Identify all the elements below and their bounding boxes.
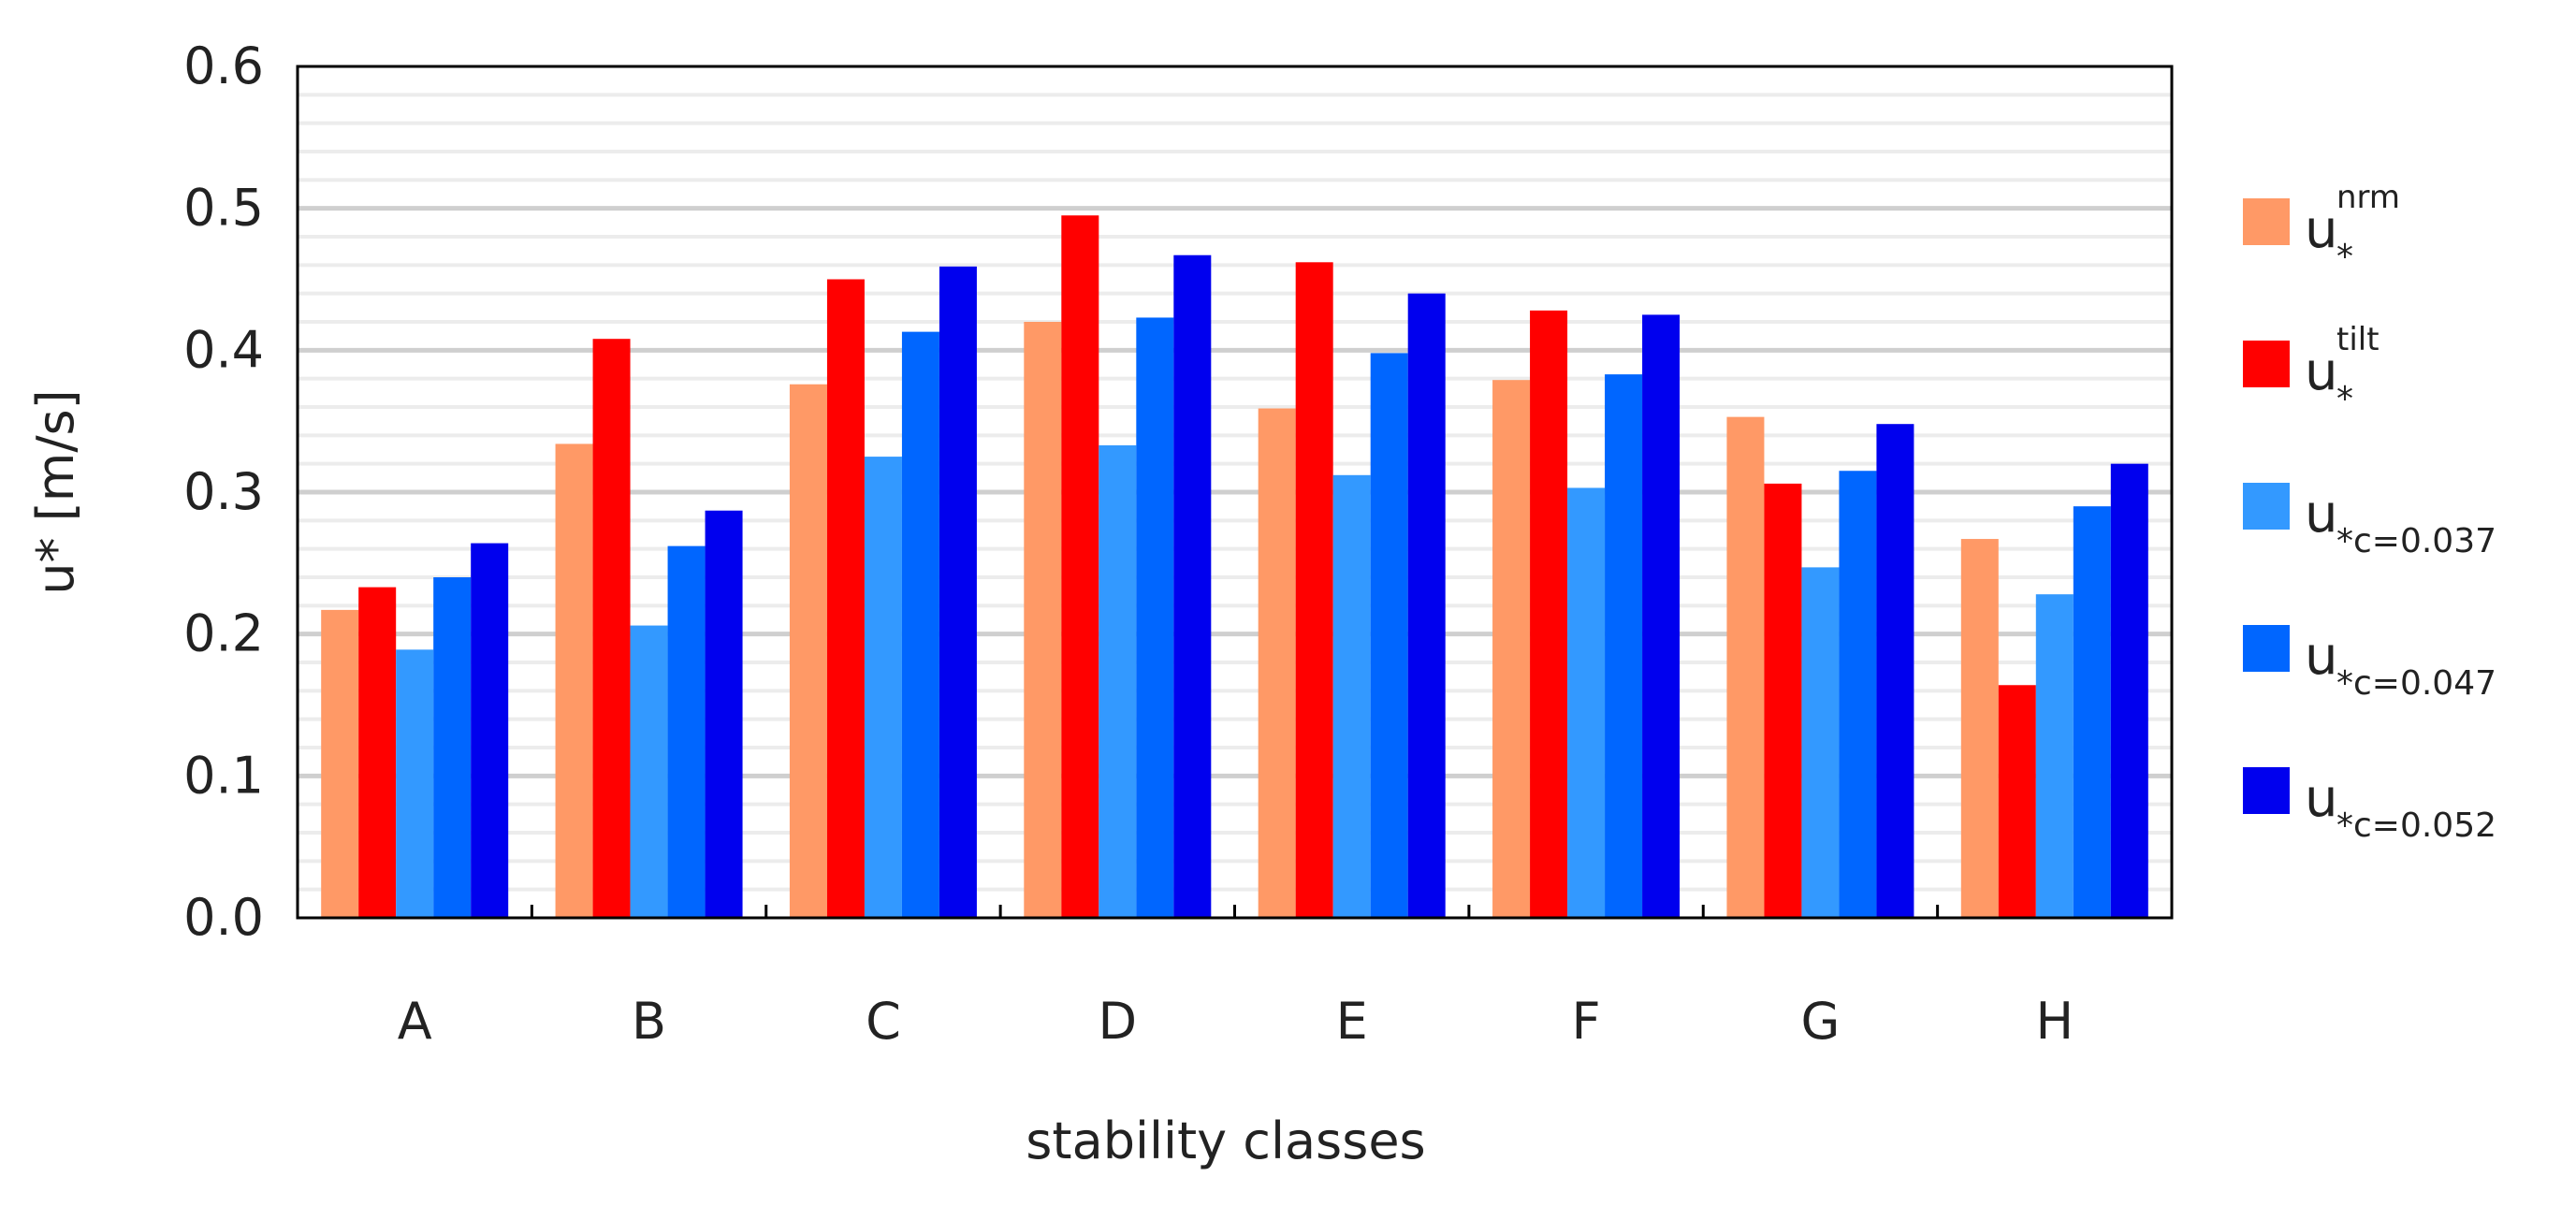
legend-swatch <box>2243 625 2290 672</box>
axis-ticks: 0.0 0.1 0.2 0.3 0.4 0.5 0.6 A B C D E F G H <box>183 36 2074 1051</box>
bar <box>471 543 509 918</box>
x-tick-label: E <box>1336 992 1368 1051</box>
bar <box>1567 487 1606 918</box>
bar <box>1370 353 1408 918</box>
bar <box>1998 685 2036 918</box>
bar <box>1024 322 1062 918</box>
bar <box>2035 594 2074 918</box>
bar <box>1530 310 1568 918</box>
bar <box>555 443 593 918</box>
bar <box>826 279 865 918</box>
bar <box>939 266 977 919</box>
bar <box>1295 262 1333 918</box>
bar <box>1605 374 1643 918</box>
bar <box>433 577 472 918</box>
bar-series <box>321 215 2148 919</box>
bar <box>1801 567 1840 918</box>
legend-subscript: *c=0.047 <box>2336 664 2496 703</box>
legend-label: u <box>2305 768 2338 829</box>
bar <box>1332 474 1371 918</box>
bar <box>1407 293 1446 919</box>
bar <box>1136 317 1174 918</box>
x-tick-label: H <box>2036 992 2074 1051</box>
x-tick-label: G <box>1801 992 1841 1051</box>
legend-subscript: * <box>2336 238 2353 276</box>
bar <box>705 510 743 918</box>
legend-swatch <box>2243 198 2290 245</box>
bar <box>1764 483 1802 918</box>
y-tick-label: 0.1 <box>183 746 264 805</box>
y-tick-label: 0.6 <box>183 36 264 95</box>
bar <box>2110 463 2148 918</box>
bar <box>1876 424 1914 918</box>
legend-swatch <box>2243 483 2290 530</box>
x-tick-label: F <box>1572 992 1601 1051</box>
y-tick-label: 0.4 <box>183 320 264 379</box>
legend-label: u <box>2305 341 2338 402</box>
y-tick-label: 0.3 <box>183 462 264 521</box>
bar <box>789 384 827 918</box>
bar <box>901 331 939 918</box>
x-tick-label: D <box>1099 992 1138 1051</box>
bar <box>321 609 359 918</box>
bar <box>630 625 668 918</box>
legend-swatch <box>2243 341 2290 387</box>
bar <box>864 457 902 918</box>
bar <box>1099 444 1137 918</box>
bar <box>1258 408 1296 918</box>
bar <box>667 545 706 918</box>
x-tick-label: A <box>398 992 432 1051</box>
bar <box>2073 506 2111 918</box>
legend-swatch <box>2243 767 2290 814</box>
legend-label: u <box>2305 199 2338 260</box>
bar <box>358 587 397 918</box>
y-tick-label: 0.2 <box>183 604 264 663</box>
bar <box>1839 471 1877 918</box>
legend-subscript: *c=0.037 <box>2336 522 2496 560</box>
x-axis-label: stability classes <box>1026 1112 1425 1170</box>
x-tick-label: C <box>866 992 901 1051</box>
bar <box>1173 254 1212 918</box>
y-axis-label: u* [m/s] <box>26 389 85 594</box>
x-tick-label: B <box>632 992 666 1051</box>
y-axis-title: u* [m/s] <box>26 389 85 594</box>
bar <box>592 339 631 918</box>
bar <box>1061 215 1099 918</box>
bar <box>1960 539 1999 918</box>
bar <box>1492 380 1531 918</box>
bar <box>396 649 434 918</box>
legend-subscript: * <box>2336 380 2353 418</box>
legend-subscript: *c=0.052 <box>2336 806 2496 845</box>
bar <box>1726 416 1765 918</box>
y-tick-label: 0.0 <box>183 888 264 947</box>
y-tick-label: 0.5 <box>183 179 264 238</box>
legend-superscript: nrm <box>2336 179 2400 216</box>
legend-label: u <box>2305 626 2338 687</box>
bar <box>1642 314 1681 919</box>
legend-label: u <box>2305 484 2338 545</box>
legend-superscript: tilt <box>2336 321 2380 358</box>
